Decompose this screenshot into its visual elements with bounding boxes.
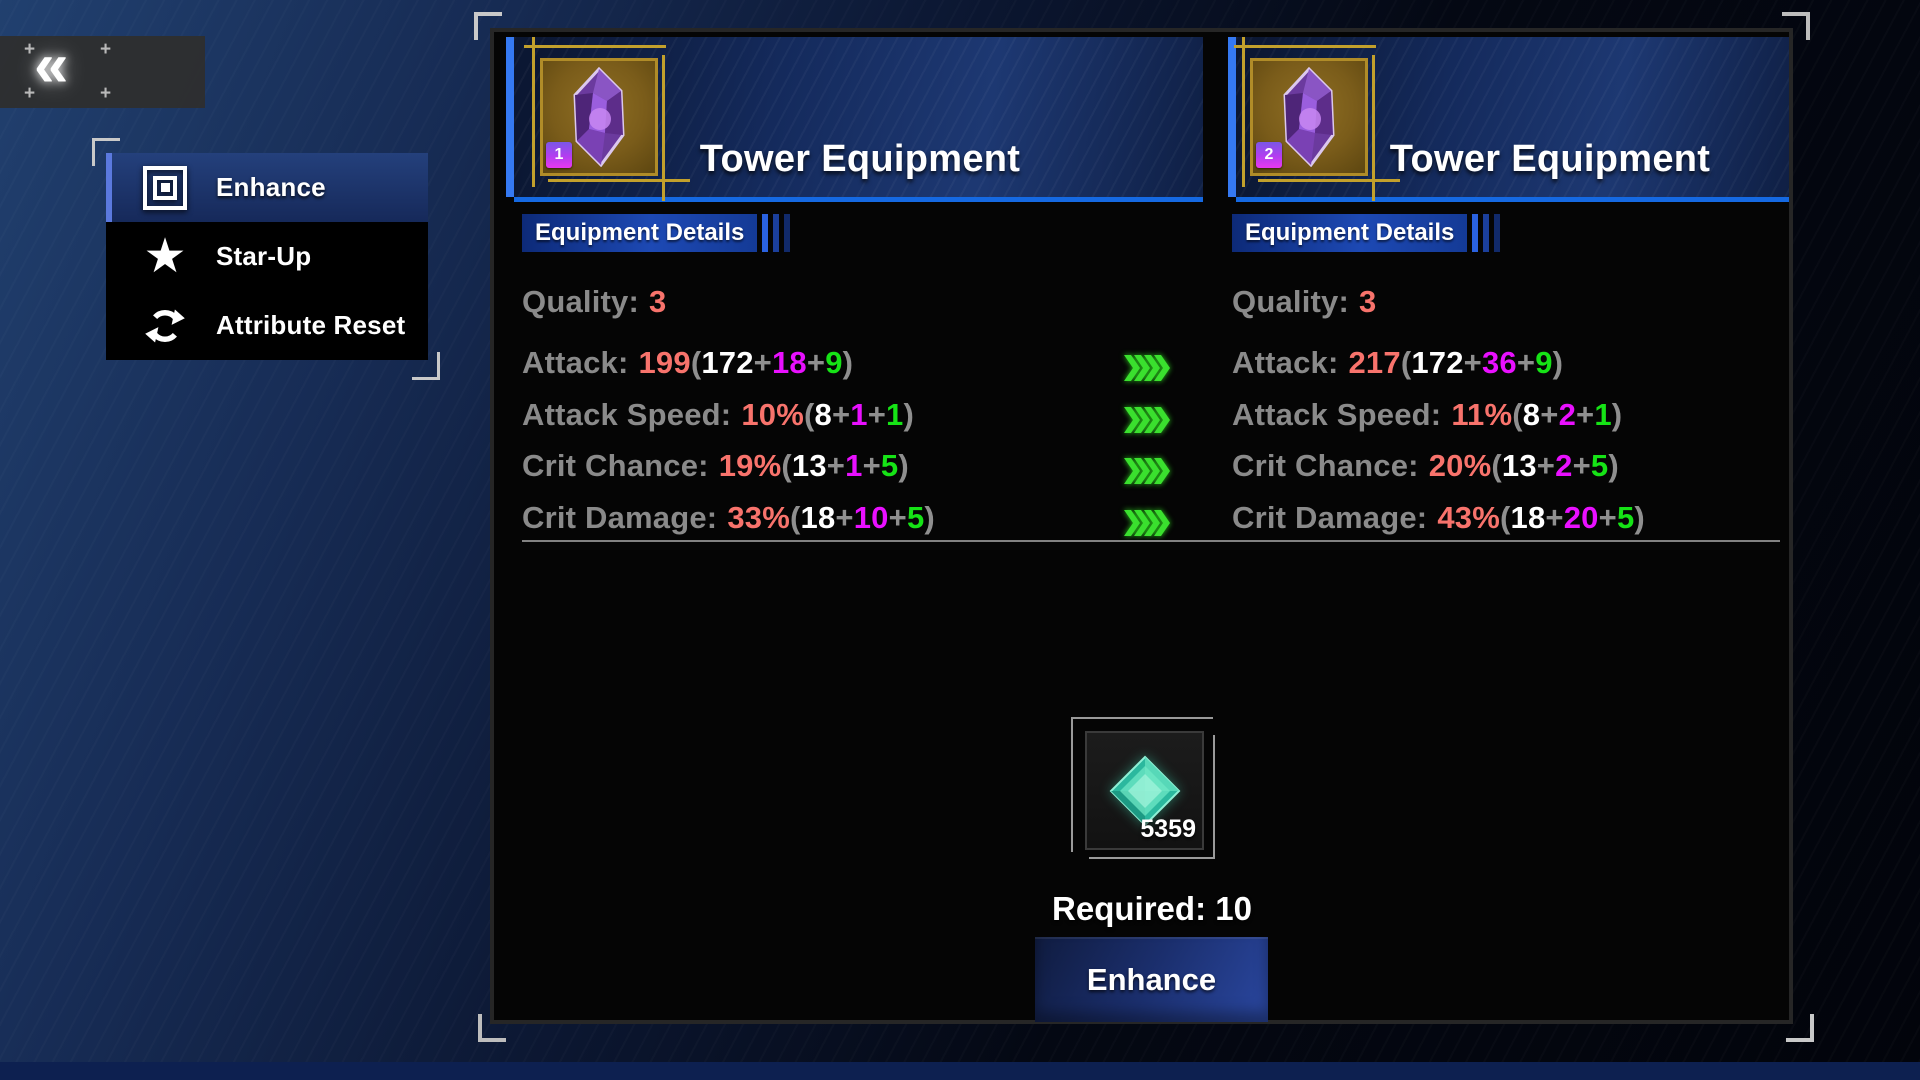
stat-row-attack-speed: Attack Speed: 10%(8+1+1) (522, 396, 915, 432)
menu-item-attribute-reset[interactable]: Attribute Reset (106, 291, 428, 360)
upgrade-arrows-icon (1124, 406, 1170, 459)
card2-title: Tower Equipment (1389, 138, 1711, 180)
material-frame-top-left (1071, 717, 1213, 852)
deco-bar (784, 214, 791, 252)
panel-corner-bracket-bottom-left (478, 1014, 506, 1042)
details-label: Equipment Details (1232, 214, 1468, 252)
material-frame-bottom-right (1089, 735, 1215, 859)
plus-mark-icon: + (24, 83, 36, 104)
gold-frame-line (1234, 45, 1376, 48)
card2-details-header: Equipment Details (1232, 214, 1501, 252)
panel-corner-bracket-bottom-right (1786, 1014, 1814, 1042)
stat-row-attack-speed: Attack Speed: 11%(8+2+1) (1232, 396, 1623, 432)
material-slot[interactable]: 5359 (1085, 731, 1204, 850)
details-label: Equipment Details (522, 214, 758, 252)
upgrade-arrows-icon (1124, 458, 1170, 510)
deco-bar (1472, 214, 1479, 252)
material-gem-icon (1109, 755, 1180, 826)
menu-item-star-up[interactable]: ★ Star-Up (106, 222, 428, 291)
back-double-chevron-icon: « (34, 31, 69, 100)
stat-row-crit-damage: Crit Damage: 33%(18+10+5) (522, 499, 935, 535)
gold-frame-line (532, 37, 535, 187)
required-label: Required: 10 (1052, 890, 1252, 927)
card1-details-header: Equipment Details (522, 214, 791, 252)
menu-corner-bracket-bottom-right (412, 352, 440, 380)
star-icon: ★ (143, 229, 187, 283)
enhance-icon (140, 165, 190, 210)
panel-corner-bracket-top-right (1782, 12, 1810, 40)
material-count: 5359 (1140, 815, 1196, 843)
menu-item-label: Attribute Reset (216, 310, 406, 340)
plus-mark-icon: + (100, 39, 112, 60)
stats-divider (522, 540, 1780, 542)
quality-label: Quality: (522, 284, 640, 319)
stat-row-crit-chance: Crit Chance: 20%(13+2+5) (1232, 448, 1619, 483)
quality-row: Quality: 3 (1232, 284, 1645, 345)
upgrade-arrows-column (1124, 355, 1170, 561)
card2-accent-bar (1228, 37, 1236, 197)
card1-accent-bar (506, 37, 514, 197)
menu-corner-bracket-top-left (92, 138, 120, 166)
menu-item-label: Star-Up (216, 241, 312, 271)
card2-stats: Quality: 3 Attack: 217(172+36+9) Attack Sp… (1232, 284, 1645, 551)
stat-row-attack: Attack: 199(172+18+9) (522, 345, 854, 380)
card1-slot-badge: 1 (546, 142, 572, 168)
deco-bar (773, 214, 780, 252)
enhance-button[interactable]: Enhance (1035, 937, 1268, 1022)
plus-mark-icon: + (24, 39, 36, 60)
card2-underline (1236, 197, 1789, 202)
card1-stats: Quality: 3 Attack: 199(172+18+9) Attack Sp… (522, 284, 935, 551)
gold-frame-line (548, 179, 690, 182)
attribute-reset-icon (140, 304, 190, 348)
deco-bar (1494, 214, 1501, 252)
quality-value: 3 (649, 284, 667, 319)
upgrade-arrows-icon (1124, 355, 1170, 407)
menu-item-enhance[interactable]: Enhance (106, 153, 428, 222)
gold-frame-line (524, 45, 666, 48)
panel-corner-bracket-top-left (474, 12, 502, 40)
gold-frame-line (1372, 55, 1375, 201)
back-button[interactable]: « + + + + (0, 31, 205, 108)
menu-item-label: Enhance (216, 172, 326, 202)
card2-equipment-gem-icon[interactable] (1250, 58, 1368, 176)
card2-slot-badge: 2 (1256, 142, 1282, 168)
bottom-strip (0, 1062, 1920, 1080)
gold-frame-line (662, 55, 665, 201)
card1-underline (514, 197, 1203, 202)
deco-bar (762, 214, 769, 252)
upgrade-arrows-icon (1124, 509, 1170, 562)
quality-label: Quality: (1232, 284, 1350, 319)
stat-row-crit-damage: Crit Damage: 43%(18+20+5) (1232, 499, 1645, 535)
gold-frame-line (1242, 37, 1245, 187)
enhance-button-label: Enhance (1086, 961, 1217, 997)
stat-row-crit-chance: Crit Chance: 19%(13+1+5) (522, 448, 909, 483)
gold-frame-line (1258, 179, 1400, 182)
card1-title: Tower Equipment (699, 138, 1021, 180)
deco-bar (1483, 214, 1490, 252)
quality-value: 3 (1359, 284, 1377, 319)
quality-row: Quality: 3 (522, 284, 935, 345)
plus-mark-icon: + (100, 83, 112, 104)
sidebar-menu: Enhance ★ Star-Up Attribute Reset (106, 153, 428, 360)
stat-row-attack: Attack: 217(172+36+9) (1232, 345, 1564, 380)
